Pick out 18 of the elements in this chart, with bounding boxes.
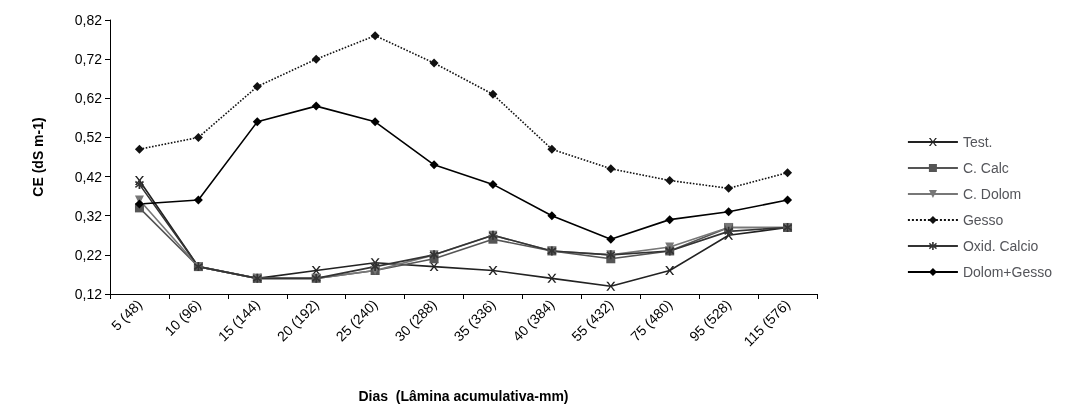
x-axis-title: Dias (Lâmina acumulativa-mm) — [358, 388, 569, 404]
y-tick-label: 0,12 — [74, 286, 103, 302]
y-tick-label: 0,22 — [74, 246, 103, 263]
x-tick-label: 5 (48) — [107, 296, 146, 334]
legend-label: Gesso — [962, 212, 1004, 228]
legend-label: C. Calc — [962, 160, 1009, 176]
legend-label: C. Dolom — [962, 186, 1022, 202]
y-tick-label: 0,82 — [74, 12, 103, 28]
y-tick-label: 0,62 — [74, 90, 103, 107]
legend-label: Oxid. Calcio — [962, 238, 1039, 254]
legend-label: Test. — [962, 134, 993, 150]
legend-label: Dolom+Gesso — [962, 264, 1053, 280]
y-tick-label: 0,42 — [74, 168, 103, 185]
y-axis-title: CE (dS m-1) — [30, 117, 46, 197]
y-tick-label: 0,72 — [74, 51, 103, 68]
y-tick-label: 0,52 — [74, 129, 103, 146]
x-tick-label: 10 (96) — [161, 296, 205, 339]
y-tick-label: 0,32 — [74, 207, 103, 224]
